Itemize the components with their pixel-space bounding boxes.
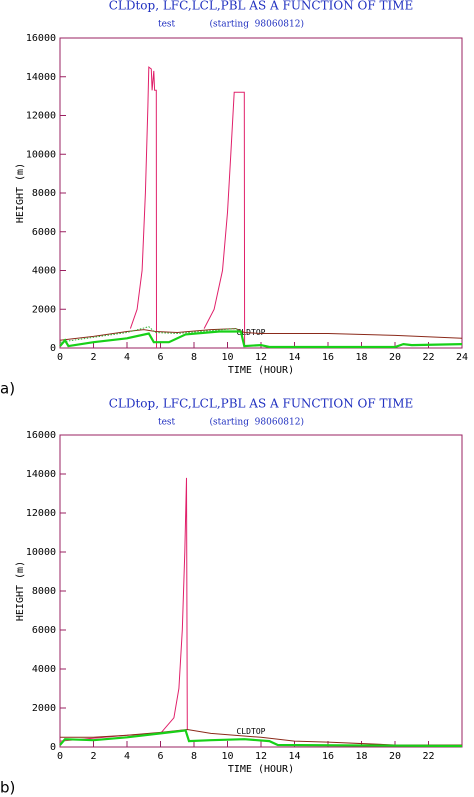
x-tick-label: 4 — [124, 751, 130, 762]
chart-title: CLDtop, LFC,LCL,PBL AS A FUNCTION OF TIM… — [109, 0, 414, 13]
y-tick-label: 10000 — [26, 149, 56, 160]
x-tick-label: 0 — [57, 352, 63, 363]
series-line — [59, 328, 463, 341]
x-tick-label: 16 — [322, 751, 334, 762]
x-tick-label: 8 — [191, 751, 197, 762]
x-tick-label: 14 — [288, 751, 300, 762]
series-line — [59, 330, 463, 349]
series-line — [59, 326, 245, 343]
y-tick-label: 8000 — [32, 586, 56, 597]
y-tick-label: 4000 — [32, 266, 56, 277]
x-tick-label: 18 — [355, 751, 367, 762]
series-line — [59, 477, 188, 742]
chart-title: CLDtop, LFC,LCL,PBL AS A FUNCTION OF TIM… — [109, 397, 414, 411]
x-axis-label: TIME (HOUR) — [228, 764, 294, 775]
x-tick-label: 12 — [255, 751, 267, 762]
y-tick-label: 16000 — [26, 430, 56, 441]
plot-frame — [59, 434, 463, 748]
y-tick-label: 12000 — [26, 508, 56, 519]
x-tick-label: 2 — [90, 352, 96, 363]
y-tick-label: 6000 — [32, 625, 56, 636]
x-tick-label: 22 — [422, 751, 434, 762]
panel-label: b) — [0, 779, 15, 797]
y-tick-label: 12000 — [26, 111, 56, 122]
x-tick-label: 22 — [422, 352, 434, 363]
x-tick-label: 20 — [389, 352, 401, 363]
series-line — [59, 729, 463, 748]
chart-subtitle: test (starting 98060812) — [158, 417, 304, 428]
x-tick-label: 12 — [255, 352, 267, 363]
y-tick-label: 10000 — [26, 547, 56, 558]
annotation: CLDTOP — [237, 727, 266, 736]
x-tick-label: 16 — [322, 352, 334, 363]
annotation: CLDTOP — [237, 328, 266, 337]
x-tick-label: 14 — [288, 352, 300, 363]
y-tick-label: 2000 — [32, 304, 56, 315]
x-tick-label: 0 — [57, 751, 63, 762]
x-tick-label: 24 — [456, 352, 468, 363]
panel-label: a) — [0, 380, 15, 398]
series-line — [129, 66, 246, 349]
x-tick-label: 10 — [221, 751, 233, 762]
y-tick-label: 14000 — [26, 72, 56, 83]
y-tick-label: 2000 — [32, 703, 56, 714]
series-line — [60, 728, 462, 746]
x-tick-label: 18 — [355, 352, 367, 363]
y-tick-label: 6000 — [32, 227, 56, 238]
y-tick-label: 4000 — [32, 664, 56, 675]
y-tick-label: 0 — [50, 742, 56, 753]
plot-frame — [59, 37, 463, 349]
x-tick-label: 2 — [90, 751, 96, 762]
x-tick-label: 10 — [221, 352, 233, 363]
chart-subtitle: test (starting 98060812) — [158, 19, 304, 30]
x-tick-label: 4 — [124, 352, 130, 363]
x-axis-label: TIME (HOUR) — [228, 365, 294, 376]
y-tick-label: 8000 — [32, 188, 56, 199]
y-axis-label: HEIGHT (m) — [15, 163, 26, 223]
y-tick-label: 14000 — [26, 469, 56, 480]
x-tick-label: 6 — [157, 352, 163, 363]
y-axis-label: HEIGHT (m) — [15, 561, 26, 621]
y-tick-label: 0 — [50, 343, 56, 354]
x-tick-label: 20 — [389, 751, 401, 762]
x-tick-label: 6 — [157, 751, 163, 762]
x-tick-label: 8 — [191, 352, 197, 363]
y-tick-label: 16000 — [26, 33, 56, 44]
